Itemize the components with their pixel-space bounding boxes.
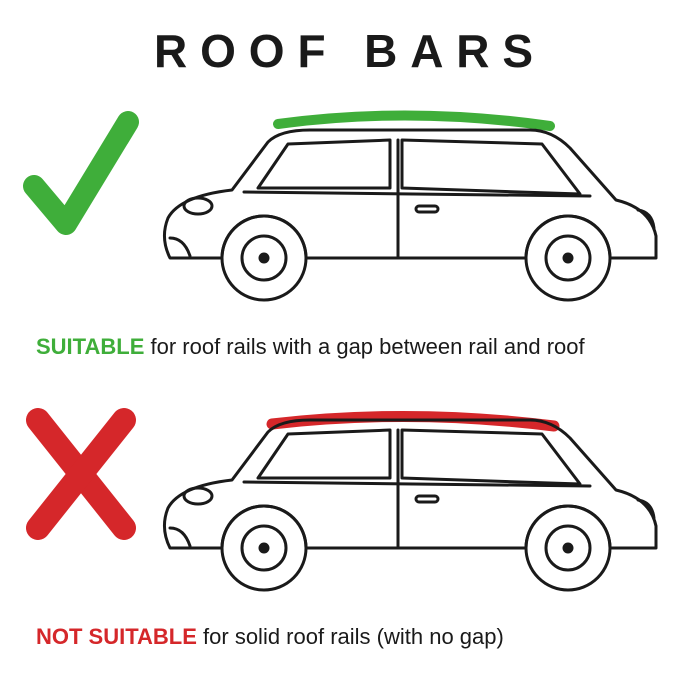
row-not-suitable xyxy=(0,378,700,628)
car-suitable xyxy=(140,88,670,318)
roof-rail-gap xyxy=(278,115,550,126)
cross-icon xyxy=(20,398,140,548)
page-title: ROOF BARS xyxy=(0,0,700,88)
row-suitable xyxy=(0,88,700,338)
car-not-suitable xyxy=(140,378,670,608)
check-icon xyxy=(20,108,140,258)
